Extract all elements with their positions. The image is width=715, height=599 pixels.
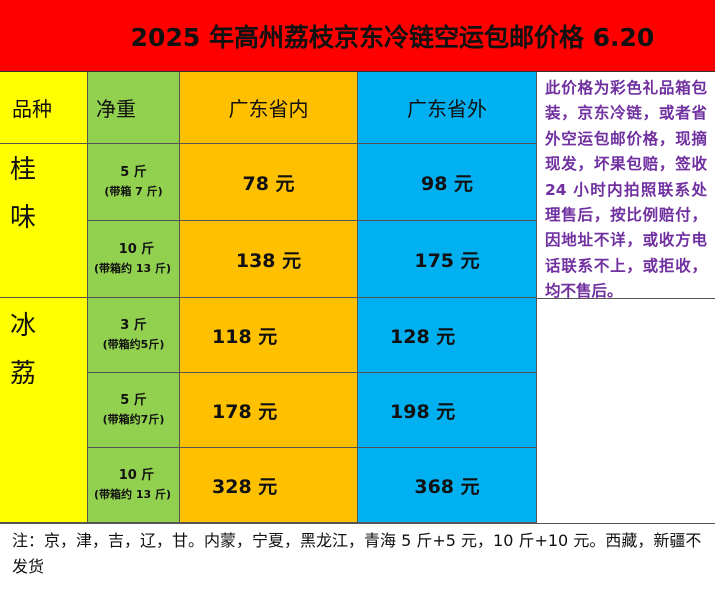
header-variety: 品种 xyxy=(0,72,88,144)
price-outside: 128 元 xyxy=(358,298,537,373)
price-outside: 98 元 xyxy=(358,144,537,221)
weight-cell: 5 斤 (带箱约7斤) xyxy=(88,373,180,448)
variety-bingli: 冰 荔 xyxy=(0,298,88,523)
weight-cell: 10 斤 (带箱约 13 斤) xyxy=(88,221,180,298)
price-outside: 198 元 xyxy=(358,373,537,448)
price-inside: 118 元 xyxy=(180,298,358,373)
page-title: 2025 年高州荔枝京东冷链空运包邮价格 6.20 xyxy=(0,0,715,72)
price-inside: 328 元 xyxy=(180,448,358,523)
net-weight: 3 斤 xyxy=(120,318,147,333)
price-inside: 178 元 xyxy=(180,373,358,448)
weight-cell: 3 斤 (带箱约5斤) xyxy=(88,298,180,373)
box-weight: (带箱约7斤) xyxy=(102,413,165,426)
net-weight: 5 斤 xyxy=(120,393,147,408)
header-guangdong-outside: 广东省外 xyxy=(358,72,537,144)
weight-cell: 10 斤 (带箱约 13 斤) xyxy=(88,448,180,523)
variety-guiwei: 桂 味 xyxy=(0,144,88,298)
box-weight: (带箱约 13 斤) xyxy=(94,262,172,275)
weight-cell: 5 斤 (带箱 7 斤) xyxy=(88,144,180,221)
net-weight: 10 斤 xyxy=(118,242,155,257)
net-weight: 10 斤 xyxy=(118,468,155,483)
box-weight: (带箱约 13 斤) xyxy=(94,488,172,501)
price-outside: 368 元 xyxy=(358,448,537,523)
net-weight: 5 斤 xyxy=(120,165,147,180)
header-guangdong-inside: 广东省内 xyxy=(180,72,358,144)
box-weight: (带箱约5斤) xyxy=(102,338,165,351)
side-note: 此价格为彩色礼品箱包装，京东冷链，或者省外空运包邮价格，现摘现发，坏果包赔，签收… xyxy=(545,79,707,301)
variety-guiwei-label: 桂 味 xyxy=(10,155,37,233)
price-inside: 78 元 xyxy=(180,144,358,221)
side-note-divider xyxy=(537,298,715,299)
price-outside: 175 元 xyxy=(358,221,537,298)
footer-note: 注：京，津，吉，辽，甘。内蒙，宁夏，黑龙江，青海 5 斤+5 元，10 斤+10… xyxy=(0,523,715,599)
box-weight: (带箱 7 斤) xyxy=(104,185,163,198)
header-weight: 净重 xyxy=(88,72,180,144)
price-inside: 138 元 xyxy=(180,221,358,298)
variety-bingli-label: 冰 荔 xyxy=(10,311,37,389)
